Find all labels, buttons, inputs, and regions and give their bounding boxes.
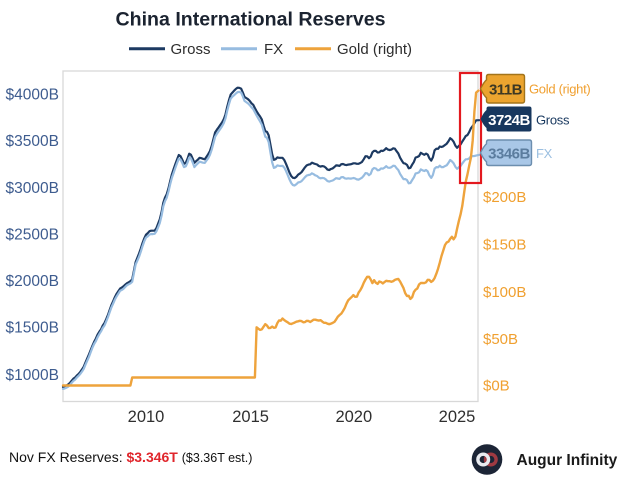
svg-text:2025: 2025	[439, 408, 476, 426]
svg-text:$2500B: $2500B	[6, 226, 59, 243]
svg-text:2020: 2020	[335, 408, 372, 426]
svg-text:$2000B: $2000B	[6, 273, 59, 290]
svg-text:$1000B: $1000B	[6, 367, 59, 384]
svg-text:Gold (right): Gold (right)	[337, 41, 412, 58]
svg-text:$0B: $0B	[483, 378, 510, 395]
svg-text:$50B: $50B	[483, 331, 518, 348]
svg-text:$150B: $150B	[483, 237, 526, 254]
svg-text:Augur Infinity: Augur Infinity	[517, 452, 618, 469]
svg-text:$3000B: $3000B	[6, 180, 59, 197]
svg-text:2010: 2010	[128, 408, 165, 426]
svg-text:China International Reserves: China International Reserves	[115, 9, 385, 31]
svg-text:$3500B: $3500B	[6, 133, 59, 150]
svg-text:Gold (right): Gold (right)	[529, 82, 590, 97]
svg-text:FX: FX	[536, 146, 553, 161]
svg-text:Gross: Gross	[171, 41, 211, 58]
svg-text:FX: FX	[264, 41, 283, 58]
svg-text:3724B: 3724B	[488, 112, 530, 129]
svg-text:$1500B: $1500B	[6, 320, 59, 337]
svg-text:311B: 311B	[489, 82, 523, 99]
svg-text:Nov FX Reserves: $3.346T ($3.3: Nov FX Reserves: $3.346T ($3.36T est.)	[9, 449, 252, 465]
svg-text:Gross: Gross	[536, 113, 570, 128]
svg-text:$4000B: $4000B	[6, 87, 59, 104]
svg-text:$200B: $200B	[483, 189, 526, 206]
svg-text:3346B: 3346B	[488, 145, 530, 162]
svg-text:$100B: $100B	[483, 284, 526, 301]
svg-text:2015: 2015	[232, 408, 269, 426]
